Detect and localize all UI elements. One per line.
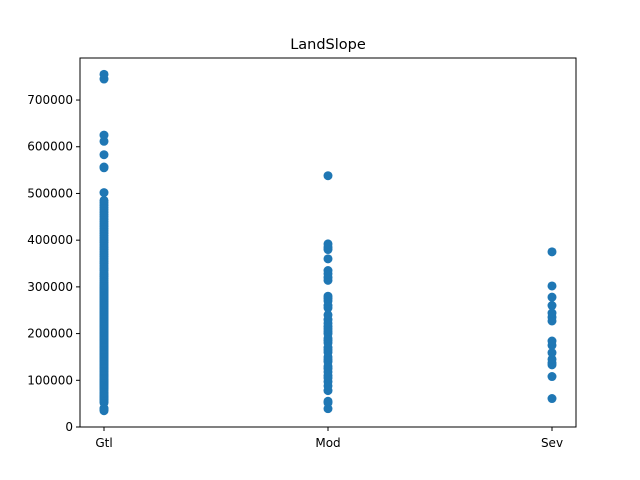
data-point-mod-26: [323, 310, 333, 320]
data-point-gtl-151: [99, 69, 109, 79]
data-point-gtl-144: [99, 188, 109, 198]
data-point-sev-4: [547, 354, 557, 364]
y-tick-label: 400000: [27, 233, 73, 247]
data-point-sev-11: [547, 301, 557, 311]
data-point-gtl-147: [99, 150, 109, 160]
y-tick-label: 700000: [27, 93, 73, 107]
data-point-mod-2: [323, 396, 333, 406]
y-tick-label: 100000: [27, 373, 73, 387]
data-point-sev-5: [547, 348, 557, 358]
y-tick-label: 600000: [27, 140, 73, 154]
y-tick-label: 500000: [27, 186, 73, 200]
x-tick-label-sev: Sev: [541, 436, 563, 450]
x-tick-label-mod: Mod: [315, 436, 340, 450]
data-point-gtl-149: [99, 130, 109, 140]
data-point-mod-31: [323, 291, 333, 301]
data-point-sev-12: [547, 292, 557, 302]
data-point-gtl-146: [99, 162, 109, 172]
axes-frame: [79, 57, 577, 428]
plot-area: [99, 69, 557, 416]
y-tick-label: 300000: [27, 280, 73, 294]
x-axis: Gtl Mod Sev: [95, 427, 563, 450]
data-point-sev-10: [547, 308, 557, 318]
data-point-mod-36: [323, 254, 333, 264]
data-point-mod-35: [323, 266, 333, 276]
data-point-mod-40: [323, 171, 333, 181]
chart-title: LandSlope: [290, 37, 366, 53]
y-tick-label: 0: [65, 420, 73, 434]
y-axis: 0 100000 200000 300000 400000 500000 600000 700…: [27, 93, 80, 434]
data-point-sev-14: [547, 247, 557, 257]
data-point-gtl-148: [99, 136, 109, 146]
data-point-sev-13: [547, 281, 557, 291]
y-tick-label: 200000: [27, 327, 73, 341]
data-point-sev-0: [547, 394, 557, 404]
data-point-sev-7: [547, 336, 557, 346]
x-tick-label-gtl: Gtl: [95, 436, 112, 450]
data-point-mod-39: [323, 239, 333, 249]
data-point-gtl-143: [99, 195, 109, 205]
data-point-sev-1: [547, 372, 557, 382]
